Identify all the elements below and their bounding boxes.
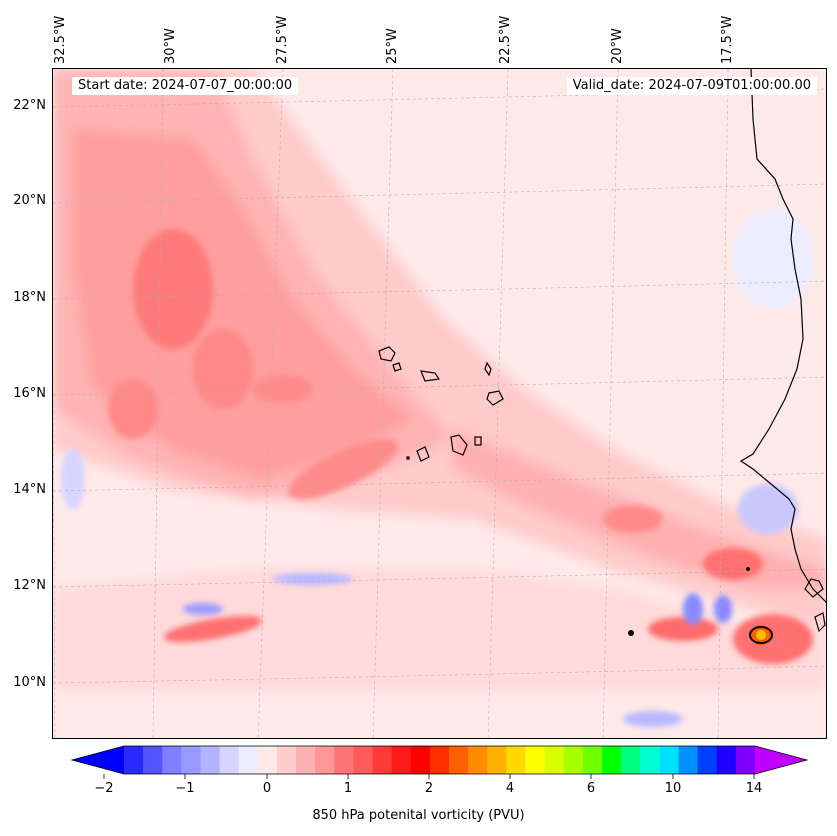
- colorbar-cell: [678, 746, 699, 774]
- colorbar-cell: [544, 746, 565, 774]
- lat-label: 14°N: [13, 482, 46, 497]
- pv-negative-patches: [61, 209, 813, 727]
- colorbar-tick-label: 10: [664, 781, 682, 796]
- colorbar-cell: [257, 746, 278, 774]
- lon-label: 25°W: [385, 28, 400, 64]
- colorbar-tick-label: 4: [505, 781, 515, 796]
- colorbar-cell: [621, 746, 641, 774]
- colorbar-cell: [334, 746, 355, 774]
- colorbar-tick-label: 0: [262, 781, 272, 796]
- valid-date-label: Valid_date: 2024-07-09T01:00:00.00: [566, 77, 817, 95]
- colorbar-cell: [563, 746, 584, 774]
- colorbar-cell: [602, 746, 622, 774]
- colorbar-tick-label: −2: [94, 781, 114, 796]
- colorbar-cell: [391, 746, 412, 774]
- colorbar-tick-label: −1: [175, 781, 195, 796]
- colorbar-cell: [506, 746, 527, 774]
- pv-field-cores: [108, 229, 813, 664]
- lon-label: 32.5°W: [53, 15, 68, 64]
- coastlines: [378, 69, 826, 633]
- colorbar-cell: [162, 746, 182, 774]
- colorbar-tick-label: 2: [424, 781, 434, 796]
- colorbar-tick-label: 6: [586, 781, 596, 796]
- colorbar-cell: [659, 746, 680, 774]
- colorbar-cell: [640, 746, 660, 774]
- colorbar-cell: [238, 746, 259, 774]
- colorbar-cell: [353, 746, 374, 774]
- colorbar-cell: [582, 746, 603, 774]
- lon-label: 20°W: [610, 28, 625, 64]
- colorbar-cell: [716, 746, 737, 774]
- colorbar-cells: [72, 746, 807, 774]
- lat-label: 12°N: [13, 578, 46, 593]
- colorbar: [70, 745, 809, 779]
- potential-vorticity-map: [53, 69, 826, 738]
- lat-label: 10°N: [13, 675, 46, 690]
- colorbar-cell: [468, 746, 488, 774]
- colorbar-cell: [296, 746, 316, 774]
- colorbar-cell: [372, 746, 393, 774]
- lat-label: 16°N: [13, 386, 46, 401]
- colorbar-cell: [487, 746, 508, 774]
- colorbar-ticks: [103, 774, 755, 779]
- colorbar-cell: [124, 746, 144, 774]
- colorbar-cell: [219, 746, 240, 774]
- colorbar-cell: [181, 746, 202, 774]
- lat-label: 22°N: [13, 98, 46, 113]
- colorbar-cell: [525, 746, 546, 774]
- lon-label: 17.5°W: [720, 15, 735, 64]
- colorbar-cell: [200, 746, 221, 774]
- colorbar-cell: [449, 746, 469, 774]
- colorbar-cell: [697, 746, 718, 774]
- colorbar-extend-min: [72, 746, 124, 774]
- colorbar-cell: [315, 746, 335, 774]
- colorbar-tick-label: 14: [745, 781, 763, 796]
- lat-label: 20°N: [13, 193, 46, 208]
- gridlines: [53, 69, 826, 738]
- lon-label: 27.5°W: [275, 15, 290, 64]
- map-panel: [52, 68, 827, 739]
- colorbar-outline: [70, 745, 809, 775]
- colorbar-tick-label: 1: [343, 781, 353, 796]
- colorbar-cell: [735, 746, 756, 774]
- lat-label: 18°N: [13, 290, 46, 305]
- colorbar-cell: [429, 746, 450, 774]
- pv-field-broad: [53, 69, 826, 689]
- pv-intense-core: [628, 567, 773, 645]
- lon-label: 30°W: [163, 28, 178, 64]
- colorbar-label: 850 hPa potenital vorticity (PVU): [312, 808, 525, 823]
- start-date-label: Start date: 2024-07-07_00:00:00: [72, 77, 299, 95]
- colorbar-extend-max: [755, 746, 807, 774]
- colorbar-cell: [276, 746, 297, 774]
- colorbar-cell: [143, 746, 163, 774]
- lon-label: 22.5°W: [498, 15, 513, 64]
- colorbar-cell: [410, 746, 431, 774]
